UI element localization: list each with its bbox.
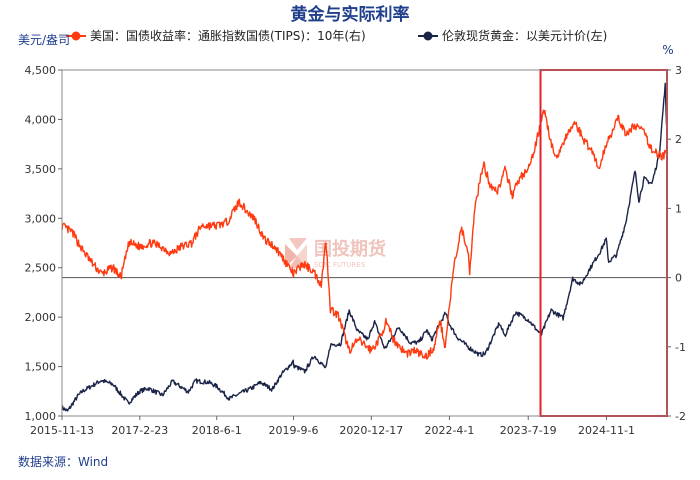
- x-tick-label: 2015-11-13: [30, 424, 94, 437]
- right-tick-label: 3: [675, 64, 682, 77]
- legend-marker-gold: [423, 31, 433, 41]
- x-tick-label: 2017-2-23: [111, 424, 168, 437]
- chart-title: 黄金与实际利率: [291, 4, 410, 25]
- series-line-0: [61, 109, 668, 360]
- axes: 1,000 1,500 2,000 2,500 3,000 3,500 4,000 4,500…: [25, 64, 686, 437]
- watermark-text: 国投期货: [314, 238, 386, 260]
- left-tick-label: 1,500: [25, 361, 57, 374]
- left-tick-label: 2,000: [25, 311, 57, 324]
- legend-item-gold: 伦敦现货黄金：以美元计价(左): [418, 28, 607, 43]
- legend-label-gold: 伦敦现货黄金：以美元计价(左): [442, 28, 607, 43]
- left-tick-label: 3,500: [25, 163, 57, 176]
- left-axis-unit: 美元/盎司: [18, 33, 70, 47]
- right-tick-label: 0: [675, 272, 682, 285]
- x-tick-label: 2022-4-1: [424, 424, 474, 437]
- left-tick-label: 2,500: [25, 262, 57, 275]
- watermark-logo: [285, 238, 307, 268]
- left-tick-label: 3,000: [25, 212, 57, 225]
- x-tick-label: 2019-9-6: [269, 424, 319, 437]
- right-tick-label: 2: [675, 133, 682, 146]
- x-tick-label: 2018-6-1: [192, 424, 242, 437]
- right-axis-unit: %: [662, 43, 673, 57]
- legend-item-tips: 美国：国债收益率：通胀指数国债(TIPS)：10年(右): [66, 28, 366, 43]
- legend-marker-tips: [71, 31, 81, 41]
- left-tick-label: 4,500: [25, 64, 57, 77]
- series-line-1: [61, 82, 668, 412]
- source-note: 数据来源：Wind: [18, 454, 108, 469]
- left-tick-label: 1,000: [25, 410, 57, 423]
- x-tick-label: 2024-11-1: [578, 424, 635, 437]
- legend-label-tips: 美国：国债收益率：通胀指数国债(TIPS)：10年(右): [90, 28, 366, 43]
- left-tick-label: 4,000: [25, 113, 57, 126]
- right-tick-label: -1: [675, 341, 686, 354]
- watermark-subtext: SDIC FUTURES: [314, 261, 366, 269]
- legend: 美国：国债收益率：通胀指数国债(TIPS)：10年(右) 伦敦现货黄金：以美元计…: [66, 28, 607, 43]
- x-tick-label: 2020-12-17: [339, 424, 403, 437]
- plot-frame: [61, 69, 668, 417]
- right-tick-label: -2: [675, 410, 686, 423]
- highlight-box: [539, 69, 669, 417]
- watermark: 国投期货 SDIC FUTURES: [285, 238, 386, 269]
- x-tick-label: 2023-7-19: [500, 424, 557, 437]
- right-tick-label: 1: [675, 202, 682, 215]
